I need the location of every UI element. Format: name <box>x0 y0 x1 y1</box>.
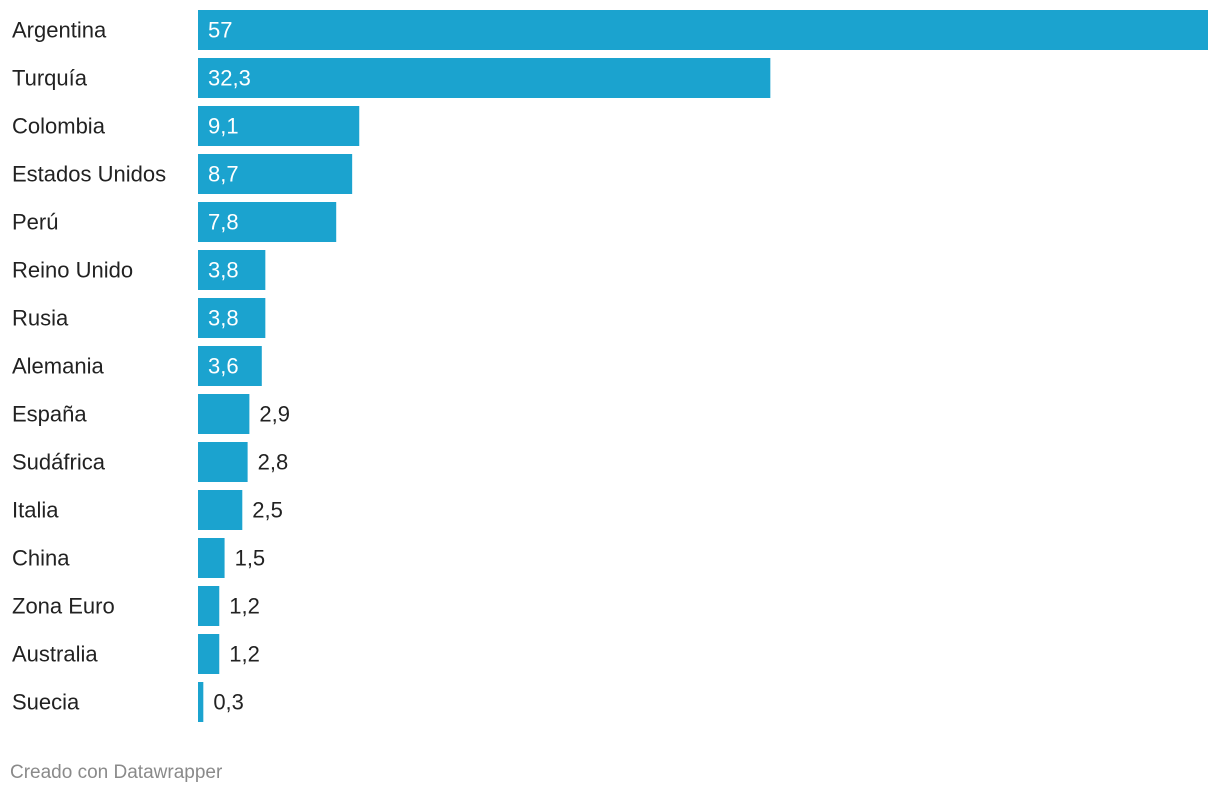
value-label-argentina: 57 <box>208 18 232 43</box>
value-label-peru: 7,8 <box>208 210 239 235</box>
bar-reino-unido <box>198 250 266 290</box>
category-label-peru: Perú <box>12 210 58 235</box>
bar-chart: Argentina 57 Turquía 32,3 Colombia 9,1 Estados… <box>12 10 1208 722</box>
bar-italia <box>198 490 243 530</box>
value-label-colombia: 9,1 <box>208 114 239 139</box>
category-label-reino-unido: Reino Unido <box>12 258 133 283</box>
category-label-china: China <box>12 546 70 571</box>
bar-turquia <box>198 58 771 98</box>
value-label-estados-unidos: 8,7 <box>208 162 239 187</box>
category-label-zona-euro: Zona Euro <box>12 594 115 619</box>
category-label-alemania: Alemania <box>12 354 104 379</box>
category-label-suecia: Suecia <box>12 690 80 715</box>
category-label-australia: Australia <box>12 642 98 667</box>
category-label-espana: España <box>12 402 87 427</box>
category-label-colombia: Colombia <box>12 114 106 139</box>
category-label-rusia: Rusia <box>12 306 69 331</box>
bar-peru <box>198 202 337 242</box>
value-label-sudafrica: 2,8 <box>258 450 289 475</box>
bar-suecia <box>198 682 204 722</box>
category-label-argentina: Argentina <box>12 18 107 43</box>
category-label-estados-unidos: Estados Unidos <box>12 162 166 187</box>
value-label-italia: 2,5 <box>252 498 283 523</box>
category-label-italia: Italia <box>12 498 59 523</box>
bar-alemania <box>198 346 262 386</box>
footer-credit: Creado con Datawrapper <box>10 762 223 783</box>
value-label-china: 1,5 <box>235 546 266 571</box>
value-label-zona-euro: 1,2 <box>229 594 260 619</box>
value-label-alemania: 3,6 <box>208 354 239 379</box>
bar-espana <box>198 394 250 434</box>
bar-argentina <box>198 10 1208 50</box>
value-label-turquia: 32,3 <box>208 66 251 91</box>
bar-colombia <box>198 106 360 146</box>
value-label-australia: 1,2 <box>229 642 260 667</box>
bar-rusia <box>198 298 266 338</box>
bar-china <box>198 538 225 578</box>
bar-estados-unidos <box>198 154 353 194</box>
bar-sudafrica <box>198 442 248 482</box>
bar-australia <box>198 634 220 674</box>
value-label-rusia: 3,8 <box>208 306 239 331</box>
value-label-espana: 2,9 <box>259 402 290 427</box>
category-label-turquia: Turquía <box>12 66 88 91</box>
category-label-sudafrica: Sudáfrica <box>12 450 106 475</box>
bar-zona-euro <box>198 586 220 626</box>
value-label-reino-unido: 3,8 <box>208 258 239 283</box>
value-label-suecia: 0,3 <box>213 690 244 715</box>
